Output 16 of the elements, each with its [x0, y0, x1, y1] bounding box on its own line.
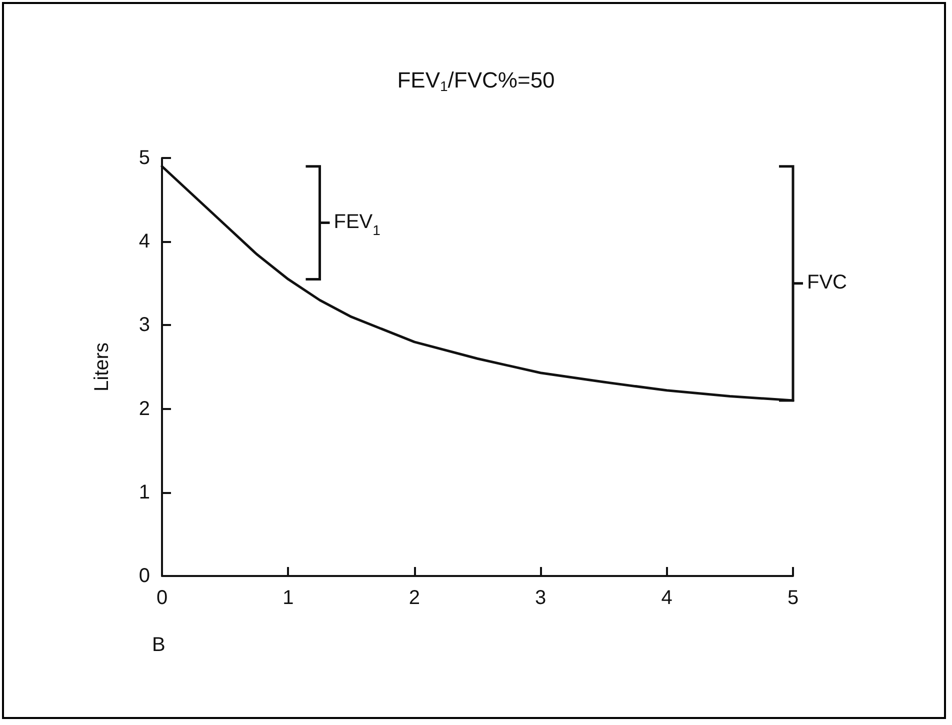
y-tick-label: 5 — [138, 147, 150, 169]
x-tick-label: 0 — [156, 587, 168, 609]
x-tick-label: 3 — [535, 587, 546, 609]
x-tick-label: 4 — [661, 587, 672, 609]
y-tick-label: 3 — [138, 314, 150, 336]
y-axis-title: Liters — [91, 342, 113, 392]
text: FVC — [807, 272, 847, 294]
y-tick-label: 0 — [138, 565, 150, 587]
y-tick-label: 2 — [138, 398, 150, 420]
y-tick-label: 4 — [138, 230, 150, 253]
y-tick-label: 1 — [138, 481, 150, 504]
x-tick-label: 5 — [787, 587, 799, 609]
x-tick-label: 2 — [408, 587, 420, 609]
annotation: FEV$_{1}$ — [334, 211, 381, 238]
text: B — [152, 634, 166, 656]
x-tick-label: 1 — [282, 587, 294, 609]
